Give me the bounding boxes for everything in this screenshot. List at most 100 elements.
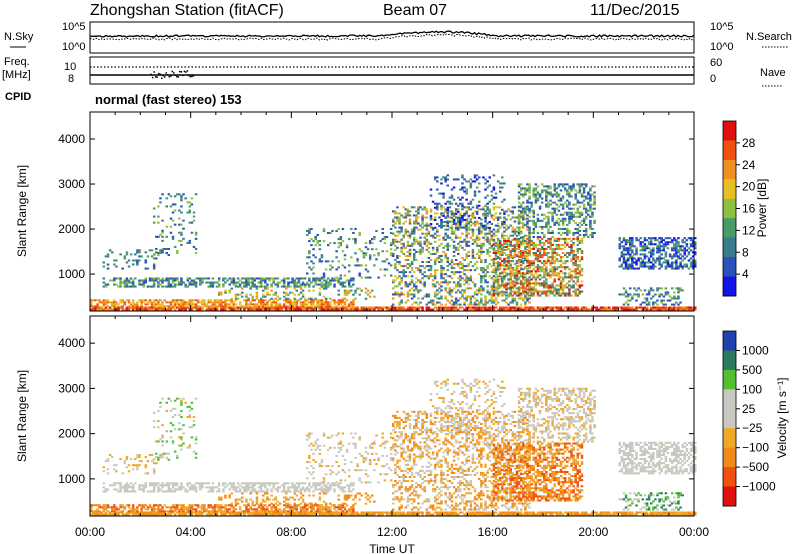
power-cell <box>486 236 489 239</box>
power-cell <box>574 211 577 214</box>
power-cell <box>524 234 527 237</box>
power-cell <box>310 305 313 308</box>
power-cell <box>412 306 416 309</box>
power-cell <box>488 250 491 253</box>
power-cell <box>102 303 106 306</box>
power-cell <box>144 279 148 282</box>
power-cell <box>566 199 569 202</box>
power-cell <box>465 277 468 280</box>
power-cell <box>519 210 523 213</box>
power-cell <box>194 277 198 280</box>
power-cell <box>580 308 584 311</box>
power-cell <box>582 189 586 192</box>
power-cell <box>196 305 200 308</box>
power-cell <box>398 220 401 223</box>
power-cell <box>622 267 626 270</box>
power-cell <box>477 182 481 185</box>
power-cell <box>350 279 353 282</box>
power-cell <box>253 303 257 306</box>
power-cell <box>536 268 540 271</box>
power-cell <box>299 291 303 294</box>
power-cell <box>444 220 447 223</box>
power-cell <box>652 295 655 298</box>
power-cell <box>494 299 498 302</box>
power-cell <box>587 197 590 200</box>
power-cell <box>517 229 521 232</box>
power-cell <box>553 278 556 281</box>
power-cell <box>152 303 156 306</box>
power-cell <box>343 254 347 257</box>
power-cell <box>511 297 515 300</box>
power-cell <box>410 242 414 245</box>
power-cell <box>125 251 129 254</box>
power-cell <box>574 294 577 297</box>
power-cell <box>540 268 544 271</box>
power-cell <box>364 291 368 294</box>
power-cell <box>517 243 521 246</box>
power-cell <box>517 292 521 295</box>
power-cell <box>301 277 305 280</box>
power-cell <box>522 212 525 215</box>
power-cell <box>528 215 531 218</box>
power-cell <box>266 305 269 308</box>
power-cell <box>626 249 630 252</box>
power-cell <box>188 283 192 286</box>
freq-dip-dot <box>183 70 186 73</box>
power-cell <box>324 281 328 284</box>
power-cell <box>412 271 416 274</box>
power-cell <box>169 277 173 280</box>
power-cell <box>570 258 573 261</box>
power-cell <box>461 246 464 249</box>
power-cell <box>152 281 156 284</box>
power-cell <box>199 279 202 282</box>
power-cell <box>268 305 271 308</box>
power-cell <box>530 270 533 273</box>
power-cell <box>492 247 496 250</box>
power-cell <box>528 286 531 289</box>
power-cell <box>175 249 179 253</box>
power-cell <box>419 265 422 268</box>
velocity-cell <box>238 511 242 514</box>
power-cell <box>511 210 515 213</box>
power-cell <box>628 263 632 266</box>
velocity-cell <box>291 511 294 514</box>
power-cell <box>654 237 657 240</box>
power-cell <box>486 222 489 225</box>
velocity-cell <box>182 513 185 516</box>
nsky-label: N.Sky <box>4 31 34 43</box>
power-cell <box>578 266 582 269</box>
power-cell <box>207 299 210 302</box>
power-cell <box>547 286 550 289</box>
power-cell <box>484 238 487 241</box>
power-cell <box>270 289 273 292</box>
power-cell <box>503 258 506 261</box>
power-cell <box>444 295 447 298</box>
power-cell <box>519 267 523 270</box>
power-cell <box>446 246 450 249</box>
power-cell <box>691 263 695 266</box>
power-cell <box>618 243 621 246</box>
power-cell <box>563 187 567 190</box>
power-cell <box>138 283 141 286</box>
power-cell <box>285 277 288 280</box>
power-cell <box>209 281 213 284</box>
power-cell <box>106 299 110 302</box>
power-cell <box>119 301 122 304</box>
power-cell <box>217 283 221 286</box>
power-cell <box>624 295 628 298</box>
power-cell <box>454 283 458 286</box>
power-cell <box>545 266 548 269</box>
power-cell <box>477 232 481 235</box>
power-cell <box>664 287 668 290</box>
power-cell <box>157 254 160 257</box>
power-cell <box>463 186 466 189</box>
power-cell <box>505 288 508 291</box>
power-cell <box>524 282 527 285</box>
power-cell <box>339 281 343 284</box>
power-cell <box>652 263 655 266</box>
power-cell <box>488 200 491 203</box>
velocity-cell <box>211 513 215 516</box>
power-cell <box>238 283 242 286</box>
y-tick-label: 3000 <box>58 177 85 191</box>
power-cell <box>408 308 412 311</box>
